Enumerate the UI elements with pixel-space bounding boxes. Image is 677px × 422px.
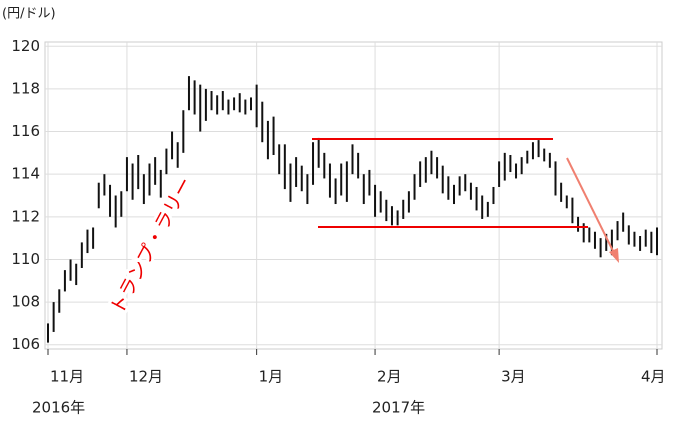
trend-arrow <box>566 157 616 256</box>
arrow-head <box>609 248 619 263</box>
y-tick-label: 110 <box>11 250 40 268</box>
x-tick-label: 4月 <box>641 368 666 386</box>
year-label: 2017年 <box>372 399 425 417</box>
x-tick-label: 1月 <box>259 368 284 386</box>
y-tick-label: 118 <box>11 79 40 97</box>
y-tick-label: 114 <box>11 165 40 183</box>
x-tick-label: 12月 <box>129 368 163 386</box>
year-label: 2016年 <box>32 399 85 417</box>
x-tick-label: 3月 <box>501 368 526 386</box>
marks-layer <box>47 76 658 343</box>
plot-frame <box>44 41 663 350</box>
unit-label: (円/ドル) <box>2 7 56 22</box>
y-tick-label: 112 <box>11 207 40 225</box>
y-tick-label: 108 <box>11 293 40 311</box>
y-tick-label: 106 <box>11 335 40 353</box>
x-tick-label: 11月 <box>50 368 84 386</box>
x-tick-label: 2月 <box>377 368 402 386</box>
y-tick-label: 116 <box>11 122 40 140</box>
y-tick-label: 120 <box>11 37 40 55</box>
